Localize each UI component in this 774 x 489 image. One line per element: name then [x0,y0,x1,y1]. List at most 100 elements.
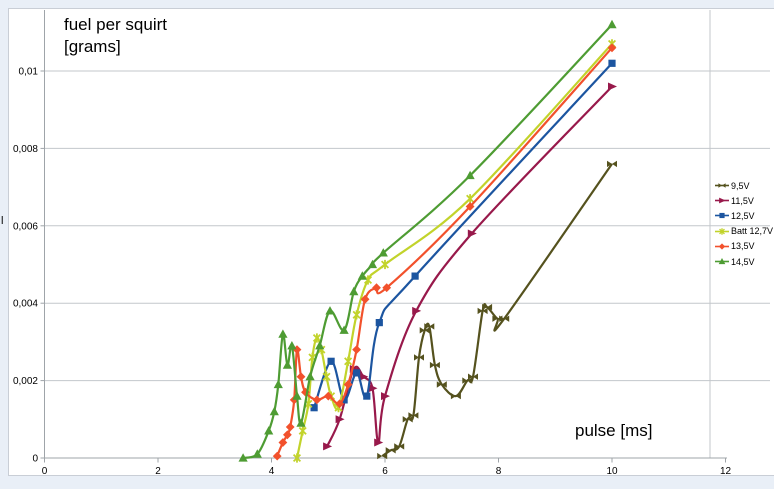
series-marker-batt-12-7v [466,194,475,204]
y-axis-tick-label: 0,002 [13,376,38,387]
legend-marker-glyph [718,183,726,188]
series-marker-13-5v [283,430,292,440]
series-marker-13-5v [607,43,617,53]
legend-marker-glyph [718,243,726,250]
series-marker-13-5v [285,422,295,432]
series-marker-14-5v [339,325,349,334]
legend-item-batt-12-7v: Batt 12,7V [714,224,774,239]
series-marker-batt-12-7v [322,372,331,382]
series-marker-batt-12-7v [363,275,373,285]
series-marker-11-5v [381,392,390,401]
x-axis-tick-label: 10 [606,466,618,477]
series-marker-11-5v [608,82,617,91]
x-axis-tick-label: 2 [155,466,161,477]
series-marker-9-5v [419,327,430,334]
series-marker-14-5v [264,426,274,435]
legend-item-13-5v: 13,5V [714,239,774,254]
series-line-9-5v [381,163,613,457]
legend-label: 13,5V [731,241,755,252]
series-marker-13-5v [272,451,282,461]
series-marker-14-5v [465,170,475,180]
series-marker-batt-12-7v [344,356,353,366]
series-marker-14-5v [292,391,302,400]
series-marker-12-5v [411,272,419,280]
series-marker-13-5v [335,399,344,409]
series-marker-14-5v [305,371,315,381]
legend-item-12-5v: 12,5V [714,208,774,223]
legend-item-11-5v: 11,5V [714,193,774,208]
legend-label: Batt 12,7V [731,226,774,237]
series-marker-13-5v [352,345,361,354]
series-marker-9-5v [424,323,435,330]
series-marker-14-5v [278,329,288,338]
series-marker-14-5v [269,406,279,416]
series-marker-12-5v [310,404,318,412]
chart-legend: 9,5V 11,5V 12,5V Batt 12,7V 13,5V 14,5V [714,178,774,269]
series-marker-14-5v [378,248,388,257]
series-line-12-5v [313,62,613,409]
series-marker-13-5v [382,283,392,293]
series-marker-14-5v [349,286,359,296]
series-marker-13-5v [360,294,370,304]
series-marker-9-5v [499,315,510,322]
legend-item-9-5v: 9,5V [714,178,774,193]
legend-label: 9,5V [731,180,750,191]
series-marker-9-5v [402,416,413,423]
series-marker-13-5v [372,283,381,293]
x-axis-tick-label: 4 [269,466,275,477]
series-marker-14-5v [315,341,325,350]
legend-marker-glyph [719,227,725,235]
legend-marker-12-5v [715,213,729,219]
series-marker-14-5v [287,341,297,350]
chart-title-line2: [grams] [64,37,121,56]
legend-item-14-5v: 14,5V [714,254,774,269]
y-axis-tick-label: 0,004 [13,299,38,310]
series-marker-batt-12-7v [298,426,307,436]
legend-marker-13-5v [715,243,729,250]
x-axis-tick-label: 6 [382,466,388,477]
series-line-14-5v [242,23,613,460]
series-marker-14-5v [367,259,378,269]
series-marker-13-5v [465,202,475,211]
series-marker-9-5v [394,443,405,450]
series-marker-11-5v [467,229,477,238]
series-marker-11-5v [412,306,422,315]
series-marker-9-5v [468,373,478,380]
series-marker-9-5v [462,377,473,384]
y-axis-tick-label: 0,01 [19,67,39,78]
legend-marker-glyph [718,258,726,265]
series-marker-14-5v [607,19,617,29]
series-marker-12-5v [353,369,361,377]
series-marker-9-5v [482,303,493,311]
series-marker-13-5v [323,391,333,401]
series-marker-13-5v [278,438,288,447]
series-marker-14-5v [252,449,262,458]
series-marker-11-5v [335,415,345,424]
legend-marker-batt-12-7v [715,227,729,235]
series-marker-9-5v [607,160,617,168]
series-marker-13-5v [343,380,353,389]
series-marker-11-5v [323,442,333,451]
series-marker-9-5v [385,447,396,454]
series-marker-11-5v [368,384,378,393]
series-marker-14-5v [357,271,367,280]
legend-marker-glyph [719,197,726,204]
series-marker-11-5v [359,372,369,381]
series-marker-14-5v [325,306,335,315]
y-axis-tick-label: 0,006 [13,221,38,232]
x-axis-tick-label: 12 [720,466,732,477]
series-marker-batt-12-7v [292,453,302,463]
series-marker-14-5v [296,418,306,427]
series-marker-batt-12-7v [352,310,361,320]
legend-label: 14,5V [731,256,755,267]
legend-marker-14-5v [715,258,729,265]
x-axis-tick-label: 0 [42,466,48,477]
legend-label: 12,5V [731,210,755,221]
chart-title: fuel per squirt [grams] [64,14,167,58]
series-marker-14-5v [282,360,292,369]
series-marker-12-5v [608,59,616,67]
legend-marker-11-5v [715,197,729,204]
x-axis-title: pulse [ms] [575,421,653,440]
